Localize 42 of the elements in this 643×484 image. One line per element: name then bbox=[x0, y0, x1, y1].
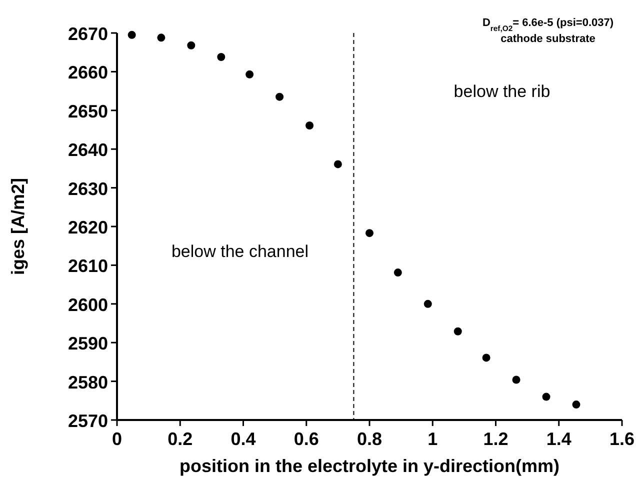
y-tick-label: 2630 bbox=[68, 178, 108, 199]
x-axis-title: position in the electrolyte in y-direction(mm) bbox=[179, 456, 560, 476]
y-tick-label: 2640 bbox=[68, 140, 108, 160]
x-tick-label: 1.2 bbox=[483, 429, 508, 449]
point bbox=[246, 70, 254, 78]
x-tick-label: 0.8 bbox=[356, 429, 382, 449]
point bbox=[572, 400, 580, 409]
y-tick-label: 2610 bbox=[68, 256, 108, 276]
y-tick-label: 2660 bbox=[68, 62, 108, 83]
text: D$_{ref,O2}$= 6.6e-5 (psi=0.037) bbox=[482, 17, 614, 32]
point bbox=[334, 160, 342, 168]
x-tick-label: 0.4 bbox=[230, 429, 256, 449]
point bbox=[394, 268, 402, 277]
x-tick-label: 1.6 bbox=[609, 429, 635, 449]
y-tick-label: 2650 bbox=[68, 101, 108, 122]
x-tick-label: 0 bbox=[112, 429, 122, 449]
y-tick-label: 2620 bbox=[68, 218, 108, 238]
point bbox=[276, 92, 284, 101]
y-tick-label: 2570 bbox=[68, 411, 108, 431]
annotation: below the rib bbox=[454, 82, 550, 101]
point bbox=[187, 41, 196, 50]
point bbox=[157, 34, 166, 42]
y-tick-label: 2600 bbox=[68, 294, 108, 315]
point bbox=[454, 327, 462, 336]
point bbox=[512, 376, 520, 384]
x-tick-label: 1.4 bbox=[546, 429, 572, 449]
point bbox=[366, 229, 374, 238]
point bbox=[128, 30, 136, 39]
point bbox=[542, 392, 550, 401]
point bbox=[217, 52, 226, 61]
point bbox=[482, 354, 490, 362]
y-axis-title: iges [A/m2] bbox=[8, 178, 28, 276]
y-tick-label: 2590 bbox=[68, 334, 108, 354]
x-tick-label: 1 bbox=[428, 429, 438, 449]
x-tick-label: 0.6 bbox=[294, 429, 319, 449]
annotation: cathode substrate bbox=[500, 33, 596, 45]
y-tick-label: 2670 bbox=[68, 24, 108, 44]
point bbox=[424, 300, 432, 308]
x-tick-label: 0.2 bbox=[168, 429, 193, 449]
annotation: below the channel bbox=[171, 242, 309, 261]
point bbox=[306, 121, 314, 130]
y-tick-label: 2580 bbox=[68, 372, 108, 392]
